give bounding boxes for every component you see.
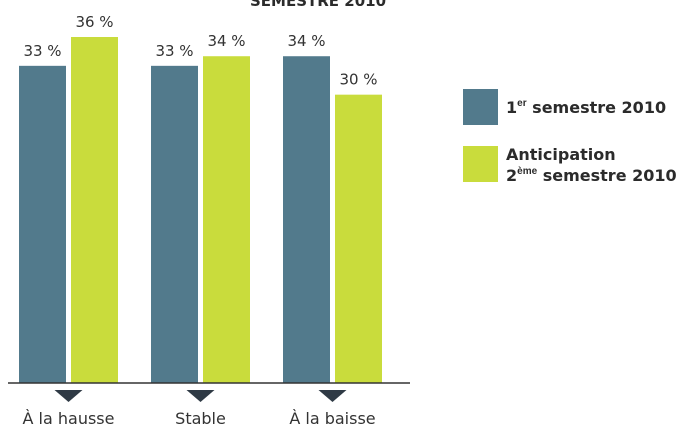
category-markers-group [54, 390, 347, 402]
value-label-series-2-cat-2: 34 % [207, 32, 245, 50]
category-marker-1 [54, 390, 83, 402]
value-label-series-1-cat-3: 34 % [287, 32, 325, 50]
legend-1-num: 1 [506, 98, 517, 117]
category-label-2: Stable [175, 409, 226, 426]
category-label-1: À la hausse [23, 409, 115, 426]
bar-series-2-cat-1 [71, 37, 118, 383]
value-label-series-1-cat-2: 33 % [155, 42, 193, 60]
bar-series-2-cat-3 [335, 94, 382, 384]
legend-swatch-series-1 [463, 89, 498, 125]
category-label-3: À la baisse [289, 409, 375, 426]
bar-series-1-cat-2 [151, 65, 198, 383]
bar-series-2-cat-2 [203, 56, 250, 383]
legend-1-rest: semestre 2010 [527, 98, 666, 117]
legend-swatch-series-2 [463, 146, 498, 182]
bar-series-1-cat-1 [19, 65, 66, 383]
bars-group [19, 37, 382, 384]
value-labels-group: 33 % 36 % 33 % 34 % 34 % 30 % [23, 13, 377, 89]
legend-2-rest: semestre 2010 [537, 166, 676, 185]
legend-1-sup: er [517, 98, 527, 109]
legend-label-series-1: 1er semestre 2010 [506, 98, 666, 117]
legend-label-series-2-line2: 2ème semestre 2010 [506, 166, 677, 185]
category-marker-3 [318, 390, 347, 402]
bar-series-1-cat-3 [283, 56, 330, 383]
value-label-series-2-cat-1: 36 % [75, 13, 113, 31]
legend-2-sup: ème [517, 166, 537, 177]
category-labels-group: À la hausse Stable À la baisse [23, 409, 376, 426]
value-label-series-2-cat-3: 30 % [339, 71, 377, 89]
chart-title: SEMESTRE 2010 [250, 0, 386, 10]
legend-label-series-2-line1: Anticipation [506, 145, 616, 164]
legend: 1er semestre 2010 Anticipation 2ème seme… [463, 89, 677, 185]
category-marker-2 [186, 390, 215, 402]
legend-2-num: 2 [506, 166, 517, 185]
value-label-series-1-cat-1: 33 % [23, 42, 61, 60]
